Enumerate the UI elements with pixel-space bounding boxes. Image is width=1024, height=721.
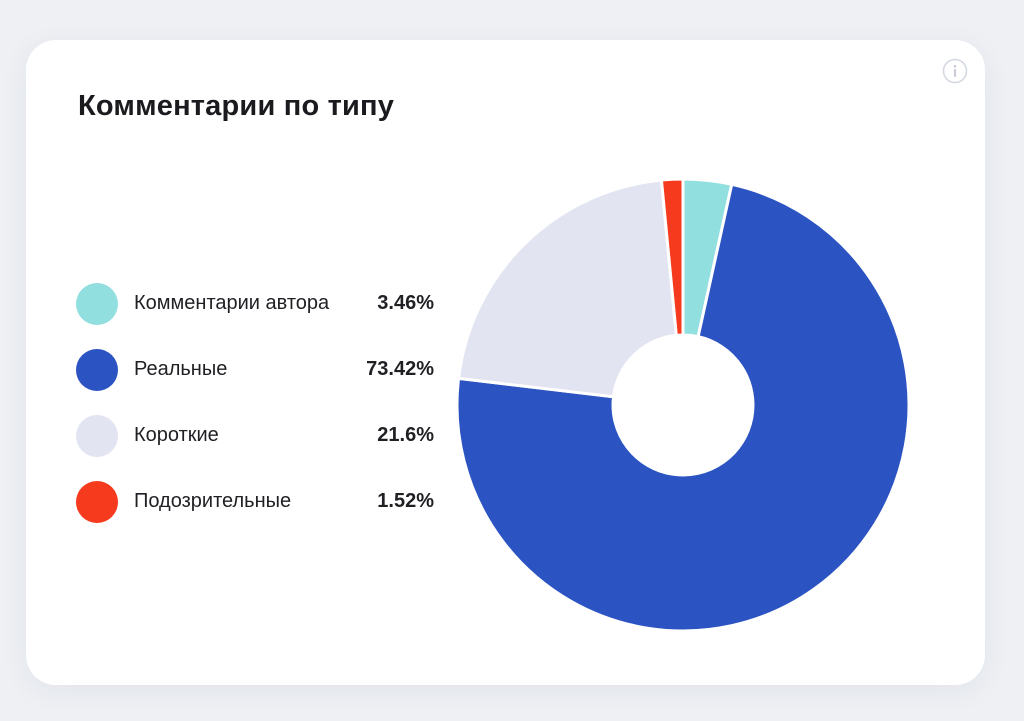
legend-value: 73.42% [366,358,434,380]
pie-slice[interactable] [457,178,678,399]
legend-item[interactable]: Реальные 73.42% [76,346,436,412]
legend-label: Реальные [134,358,228,380]
legend-item[interactable]: Подозрительные 1.52% [76,478,436,544]
legend-swatch [76,481,118,523]
pie-slice[interactable] [659,178,685,337]
legend-value: 21.6% [377,424,434,446]
legend-label: Короткие [134,424,219,446]
chart-card: Комментарии по типу Комментарии автора 3.… [26,40,985,685]
legend-item[interactable]: Комментарии автора 3.46% [76,280,436,346]
legend-label: Подозрительные [134,490,292,512]
legend-label: Комментарии автора [134,292,330,314]
legend-swatch [76,349,118,391]
legend-value: 3.46% [377,292,434,314]
pie-slice[interactable] [456,182,911,633]
legend-value: 1.52% [377,490,434,512]
legend-item[interactable]: Короткие 21.6% [76,412,436,478]
legend-swatch [76,415,118,457]
donut-chart [456,178,911,633]
chart-title: Комментарии по типу [78,90,395,122]
chart-legend: Комментарии автора 3.46% Реальные 73.42% Кор… [76,280,436,544]
info-icon[interactable] [942,58,968,84]
legend-swatch [76,283,118,325]
